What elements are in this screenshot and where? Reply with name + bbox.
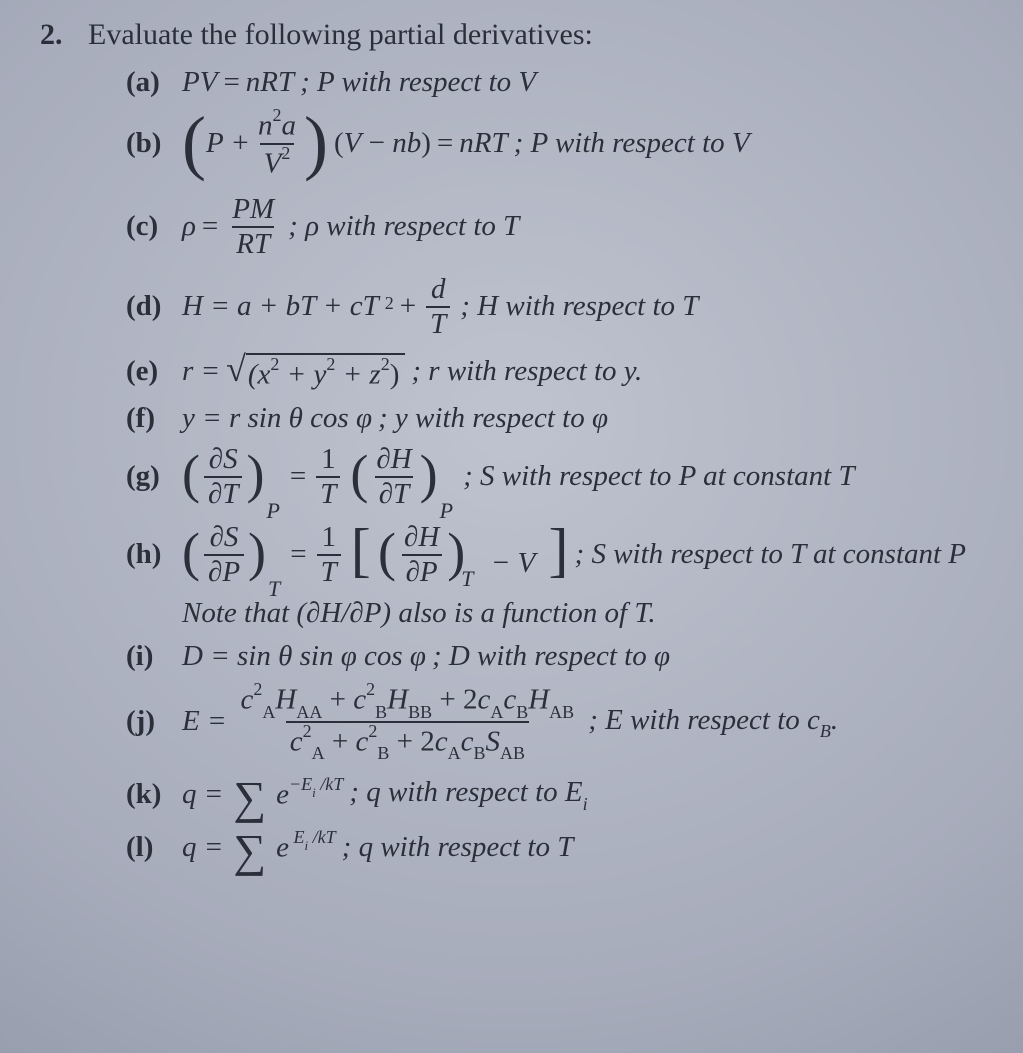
f-tail: ; y with respect to φ [378,402,608,435]
f-eq: y = r sin θ cos φ [182,402,372,435]
h-lhs-paren: ( ∂S ∂P ) [182,523,266,587]
item-label-h: (h) [126,538,182,571]
item-label-e: (e) [126,355,182,388]
a-rhs: nRT [246,66,294,99]
item-label-l: (l) [126,831,182,864]
h-bracket: [ ( ∂H ∂P ) T − V ] [351,523,569,587]
item-label-i: (i) [126,640,182,673]
d-plus: + [400,290,416,323]
item-label-j: (j) [126,705,182,738]
question-number: 2. [40,18,88,52]
d-eq-main: H = a + bT + cT [182,290,379,323]
b-factor2: (V − nb) [334,127,431,160]
item-d: (d) H = a + bT + cT 2 + d T ; H with resp… [126,275,998,339]
item-i: (i) D = sin θ sin φ cos φ ; D with respe… [126,640,998,673]
d-tail: ; H with respect to T [460,290,698,323]
g-sub-p2: P [440,498,453,523]
b-paren1: ( P + n2a V2 ) [182,109,328,178]
sigma-icon-2: ∑ [233,833,266,870]
h-note: Note that (∂H/∂P) also is a function of … [182,597,998,630]
d-frac: d T [426,275,450,339]
item-e: (e) r = √ (x2 + y2 + z2) ; r with respec… [126,353,998,392]
c-tail: ; ρ with respect to T [288,210,519,243]
j-num: c2AHAA + c2BHBB + 2cAcBHAB [237,683,579,720]
h-sub-t: T [268,576,280,601]
e-tail: ; r with respect to y. [411,355,642,388]
g-rhs-paren: ( ∂H ∂T ) [350,445,437,509]
j-den: c2A + c2B + 2cAcBSAB [286,721,529,760]
j-lhs: E = [182,705,227,738]
k-exp: e−Ei /kT [276,777,343,812]
i-eq: D = sin θ sin φ cos φ [182,640,426,673]
item-c: (c) ρ = PM RT ; ρ with respect to T [126,195,998,259]
e-sqrt: √ (x2 + y2 + z2) [226,353,405,392]
item-f: (f) y = r sin θ cos φ ; y with respect t… [126,402,998,435]
c-frac: PM RT [228,195,278,259]
item-label-g: (g) [126,460,182,493]
k-lhs: q = [182,778,223,811]
l-tail: ; q with respect to T [342,831,574,864]
h-tail: ; S with respect to T at constant P [575,538,967,571]
item-l: (l) q = ∑ e Ei /kT ; q with respect to T [126,829,998,866]
b-frac: n2a V2 [254,109,300,178]
c-lhs: ρ [182,210,196,243]
i-tail: ; D with respect to φ [432,640,670,673]
g-lhs-paren: ( ∂S ∂T ) [182,445,264,509]
item-label-c: (c) [126,210,182,243]
item-label-d: (d) [126,290,182,323]
j-frac: c2AHAA + c2BHBB + 2cAcBHAB c2A + c2B + 2… [237,683,579,760]
g-eq: = [290,460,306,493]
b-tail: ; P with respect to V [514,127,750,160]
item-j: (j) E = c2AHAA + c2BHBB + 2cAcBHAB c2A +… [126,683,998,760]
c-eq: = [202,210,218,243]
question-line: 2. Evaluate the following partial deriva… [40,18,998,52]
item-a: (a) PV = nRT ; P with respect to V [126,66,998,99]
k-tail: ; q with respect to Ei [349,776,587,812]
item-h: (h) ( ∂S ∂P ) T = 1 T [ ( ∂H ∂P ) T [126,523,998,587]
item-label-f: (f) [126,402,182,435]
item-label-a: (a) [126,66,182,99]
h-eq: = [290,538,306,571]
b-eq: = [437,127,453,160]
g-tail: ; S with respect to P at constant T [463,460,855,493]
item-label-k: (k) [126,778,182,811]
sigma-icon: ∑ [233,780,266,817]
item-k: (k) q = ∑ e−Ei /kT ; q with respect to E… [126,776,998,813]
d-exp: 2 [385,293,394,314]
g-1overT: 1 T [316,445,340,509]
item-label-b: (b) [126,127,182,160]
e-lhs: r = [182,355,220,388]
a-tail: ; P with respect to V [300,66,536,99]
b-P: P + [206,127,250,160]
l-lhs: q = [182,831,223,864]
question-prompt: Evaluate the following partial derivativ… [88,18,593,52]
j-tail: ; E with respect to cB. [588,704,838,740]
b-rhs: nRT [459,127,507,160]
a-eq: = [223,66,239,99]
g-sub-p: P [266,498,279,523]
l-exp: e Ei /kT [276,830,336,865]
item-g: (g) ( ∂S ∂T ) P = 1 T ( ∂H ∂T ) P ; S wi… [126,445,998,509]
h-1overT: 1 T [317,523,341,587]
item-b: (b) ( P + n2a V2 ) (V − nb) = nRT ; P wi… [126,109,998,178]
a-lhs: PV [182,66,217,99]
